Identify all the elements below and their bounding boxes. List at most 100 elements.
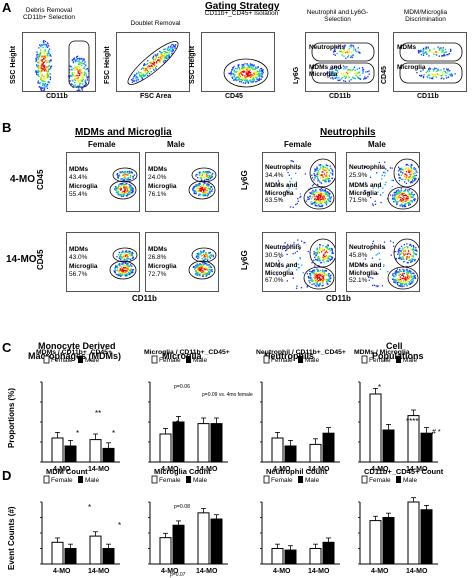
flow-event: [397, 189, 399, 191]
bar: [284, 549, 297, 565]
flow-event: [325, 181, 327, 183]
flow-event: [323, 254, 325, 256]
flow-event: [405, 182, 408, 185]
flow-event: [346, 51, 348, 53]
flow-event: [202, 171, 204, 173]
flow-event: [438, 74, 440, 76]
bar: [172, 524, 185, 565]
flow-event: [353, 73, 356, 75]
flow-event: [415, 170, 417, 172]
flow-event: [377, 273, 379, 275]
flow-event: [250, 74, 252, 76]
flow-event: [246, 68, 248, 70]
flow-event: [354, 77, 356, 80]
flow-event: [328, 275, 330, 277]
flow-event: [199, 189, 201, 192]
flow-event: [257, 73, 260, 75]
flow-event: [124, 173, 126, 175]
flow-event: [317, 198, 320, 200]
flow-event: [249, 69, 251, 71]
flow-event: [145, 64, 147, 66]
flow-event: [405, 197, 408, 199]
flow-event: [413, 175, 415, 177]
flow-event: [129, 273, 131, 275]
flow-event: [197, 256, 199, 258]
y-axis-label: SSC Height: [189, 45, 196, 84]
flow-event: [401, 201, 404, 204]
flow-event: [422, 50, 424, 52]
flow-event: [47, 46, 49, 48]
flow-event: [320, 190, 322, 192]
flow-event: [128, 186, 130, 188]
flow-event: [209, 255, 211, 257]
flow-event: [151, 67, 153, 69]
flow-event: [206, 274, 208, 277]
flow-event: [198, 171, 200, 174]
flow-event: [36, 56, 38, 58]
flow-event: [322, 259, 324, 261]
flow-event: [253, 65, 255, 67]
flow-event: [206, 255, 208, 257]
flow-event: [202, 186, 204, 188]
x-tick-label: 4-MO: [371, 466, 389, 473]
flow-event: [317, 196, 320, 198]
flow-event: [246, 81, 248, 83]
flow-event: [120, 275, 122, 277]
flow-event: [198, 194, 200, 197]
flow-event: [368, 279, 370, 281]
flow-event: [162, 60, 164, 62]
flow-event: [131, 265, 133, 267]
flow-event: [202, 193, 204, 195]
flow-event: [321, 275, 324, 278]
flow-event: [122, 270, 124, 272]
flow-event: [314, 168, 316, 170]
flow-event: [77, 79, 79, 82]
flow-event: [322, 179, 324, 181]
flow-event: [400, 253, 402, 255]
flow-event: [379, 258, 381, 260]
flow-event: [131, 253, 133, 256]
flow-event: [44, 56, 46, 58]
flow-event: [384, 247, 386, 249]
flow-event: [407, 168, 410, 170]
flow-event: [36, 73, 38, 76]
flow-event: [403, 191, 405, 193]
flow-event: [80, 78, 82, 81]
flow-event: [432, 76, 435, 78]
flow-event: [350, 51, 353, 54]
flow-event: [46, 56, 48, 59]
flow-event: [143, 64, 145, 67]
flow-event: [406, 273, 408, 275]
flow-event: [192, 187, 194, 190]
bar: [197, 512, 210, 565]
flow-event: [442, 55, 444, 57]
flow-event: [75, 65, 77, 68]
flow-event: [315, 195, 318, 197]
flow-event: [79, 57, 81, 59]
bar: [102, 447, 115, 463]
flow-event: [198, 268, 200, 271]
flow-event: [121, 172, 123, 174]
flow-event: [335, 76, 338, 78]
flow-event: [361, 67, 364, 69]
flow-event: [207, 188, 209, 190]
x-axis-label: CD11b: [329, 93, 351, 100]
flow-event: [262, 70, 264, 72]
flow-event: [322, 271, 324, 273]
flow-event: [158, 55, 160, 57]
flow-event: [126, 259, 128, 262]
flow-event: [330, 277, 332, 279]
flow-event: [284, 247, 286, 249]
flow-event: [41, 52, 43, 54]
flow-event: [127, 258, 129, 260]
flow-event: [315, 189, 317, 191]
flow-event: [202, 253, 205, 255]
flow-event: [129, 189, 131, 191]
flow-event: [47, 83, 49, 86]
flow-event: [288, 174, 290, 176]
flow-event: [41, 80, 43, 82]
flow-event: [244, 82, 246, 84]
flow-event: [84, 80, 86, 82]
flow-event: [118, 185, 120, 187]
flow-event: [41, 55, 43, 57]
